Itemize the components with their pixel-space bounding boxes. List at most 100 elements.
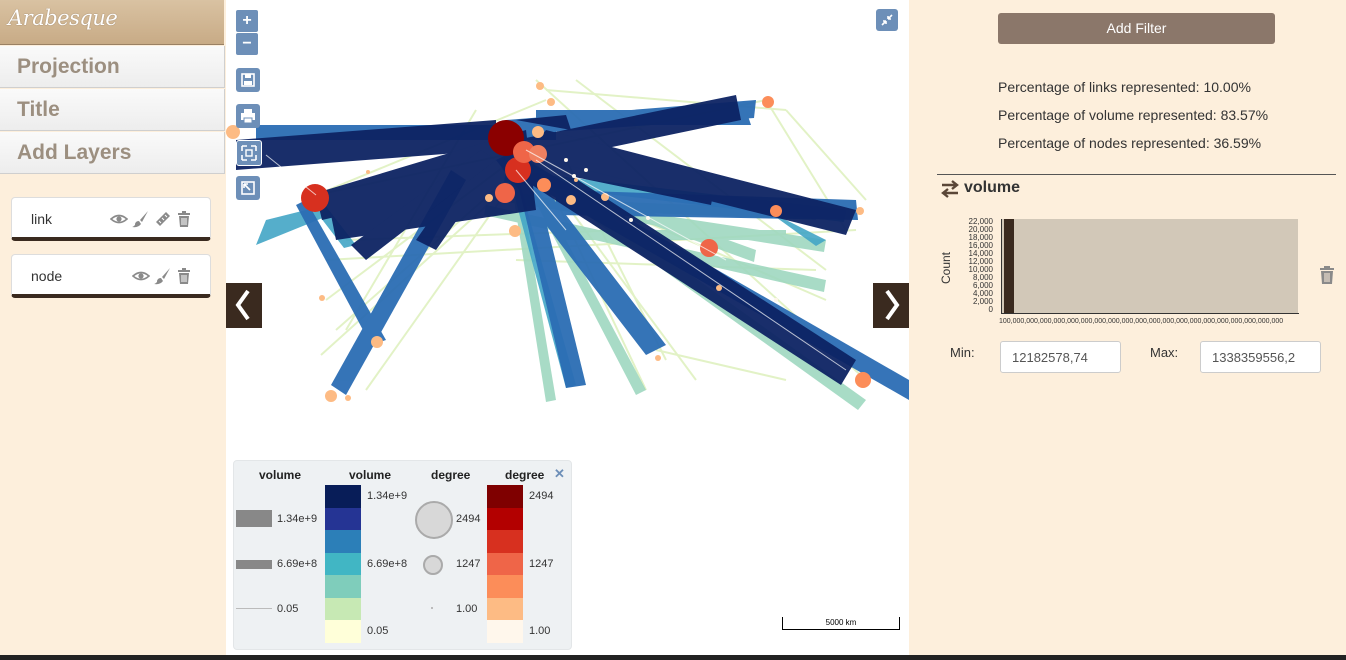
legend-volume-color-label: 6.69e+8 — [367, 558, 408, 570]
zoom-out-button[interactable]: − — [236, 33, 258, 55]
print-button[interactable] — [236, 104, 260, 128]
menu-add-layers-label: Add Layers — [17, 141, 132, 164]
chevron-right-icon — [885, 289, 900, 321]
legend-volume-swatch — [325, 485, 361, 508]
ruler-icon[interactable] — [154, 210, 172, 228]
min-input[interactable]: 12182578,74 — [1000, 341, 1121, 373]
scale-bar: 5000 km — [782, 617, 900, 630]
menu-title[interactable]: Title — [0, 89, 225, 131]
legend-volume-swatch — [325, 575, 361, 598]
legend-degree-swatch — [487, 620, 523, 643]
legend-size-label: 1.00 — [456, 603, 478, 615]
legend-degree-swatch — [487, 530, 523, 553]
add-filter-button[interactable]: Add Filter — [998, 13, 1275, 44]
filter-title: volume — [964, 179, 1021, 196]
layer-card-link[interactable]: link — [11, 197, 211, 241]
histogram-x-ticks: 100,000,000,000,000,000,000,000,000,000,… — [999, 318, 1284, 325]
legend-size-circle-medium — [423, 555, 443, 575]
legend-volume-color-ramp — [325, 485, 361, 643]
trash-icon[interactable] — [1318, 265, 1336, 285]
histogram-y-tick: 14,000 — [968, 249, 993, 258]
legend-size-label: 1247 — [456, 558, 481, 570]
expand-icon — [241, 145, 257, 161]
histogram-y-tick: 16,000 — [968, 241, 993, 250]
histogram-y-tick: 12,000 — [968, 257, 993, 266]
zoom-in-button[interactable]: + — [236, 10, 258, 32]
reset-icon — [241, 181, 255, 195]
reset-view-button[interactable] — [236, 176, 260, 200]
paintbrush-icon[interactable] — [154, 267, 172, 285]
legend-width-label: 6.69e+8 — [277, 558, 318, 570]
legend-volume-swatch — [325, 620, 361, 643]
chevron-left-icon — [235, 289, 250, 321]
legend-volume-color-label: 0.05 — [367, 625, 389, 637]
histogram-y-tick: 0 — [988, 305, 993, 314]
flow-map-canvas[interactable] — [226, 0, 909, 660]
logo-text: Arabesque — [8, 6, 118, 30]
divider — [937, 174, 1336, 175]
swap-arrows-icon[interactable] — [939, 179, 961, 199]
histogram-y-tick: 18,000 — [968, 233, 993, 242]
histogram-y-tick: 10,000 — [968, 265, 993, 274]
map-view[interactable]: + − volume volume degree degree ✕ 1.34e+… — [226, 0, 909, 660]
legend-volume-swatch — [325, 552, 361, 575]
histogram-bar — [1004, 219, 1014, 313]
stat-nodes: Percentage of nodes represented: 36.59% — [998, 135, 1262, 151]
layer-label: node — [31, 268, 63, 284]
legend-width-label: 1.34e+9 — [277, 513, 318, 525]
trash-icon[interactable] — [175, 267, 193, 285]
save-button[interactable] — [236, 68, 260, 92]
legend-volume-color-label: 1.34e+9 — [367, 490, 408, 502]
max-label: Max: — [1150, 345, 1179, 360]
map-legend: volume volume degree degree ✕ 1.34e+9 6.… — [233, 460, 572, 650]
white-flow-lines — [265, 149, 847, 371]
legend-degree-swatch — [487, 597, 523, 620]
paintbrush-icon[interactable] — [132, 210, 150, 228]
fit-extent-button[interactable] — [236, 140, 262, 166]
legend-close-button[interactable]: ✕ — [554, 466, 565, 481]
legend-size-label: 2494 — [456, 513, 481, 525]
histogram-y-tick: 20,000 — [968, 225, 993, 234]
histogram-y-axis: 22,000 20,000 18,000 16,000 14,000 12,000 10,0… — [953, 218, 993, 314]
max-input[interactable]: 1338359556,2 — [1200, 341, 1321, 373]
legend-width-swatch-small — [236, 608, 272, 609]
save-icon — [241, 73, 255, 87]
legend-header-degree-color: degree — [505, 468, 545, 482]
node-circles — [226, 82, 871, 402]
stat-links: Percentage of links represented: 10.00% — [998, 79, 1251, 95]
histogram-ylabel: Count — [939, 251, 953, 284]
menu-projection[interactable]: Projection — [0, 46, 225, 88]
menu-add-layers[interactable]: Add Layers — [0, 132, 225, 174]
legend-header-volume-width: volume — [259, 468, 302, 482]
eye-icon[interactable] — [132, 267, 150, 285]
fullscreen-button[interactable] — [876, 9, 898, 31]
legend-volume-swatch — [325, 530, 361, 553]
histogram-plot[interactable] — [1001, 219, 1298, 313]
compress-icon — [881, 14, 893, 26]
histogram-y-tick: 6,000 — [972, 281, 993, 290]
legend-degree-swatch — [487, 485, 523, 508]
menu-title-label: Title — [17, 98, 60, 121]
min-label: Min: — [950, 345, 975, 360]
scale-label: 5000 km — [825, 618, 857, 627]
legend-degree-swatch — [487, 575, 523, 598]
legend-width-swatch-medium — [236, 560, 272, 569]
trash-icon[interactable] — [175, 210, 193, 228]
legend-degree-color-label: 1.00 — [529, 625, 551, 637]
layer-card-node[interactable]: node — [11, 254, 211, 298]
histogram-y-tick: 8,000 — [972, 273, 993, 282]
legend-size-circle-large — [415, 501, 453, 539]
eye-icon[interactable] — [110, 210, 128, 228]
filter-panel: Add Filter Percentage of links represent… — [909, 0, 1346, 660]
legend-width-label: 0.05 — [277, 603, 299, 615]
menu-projection-label: Projection — [17, 55, 120, 78]
prev-arrow-button[interactable] — [226, 283, 262, 328]
legend-degree-color-label: 1247 — [529, 558, 554, 570]
stat-volume: Percentage of volume represented: 83.57% — [998, 107, 1269, 123]
next-arrow-button[interactable] — [873, 283, 909, 328]
histogram-x-axis — [1001, 313, 1299, 314]
legend-degree-color-label: 2494 — [529, 490, 554, 502]
bottom-scrollbar — [0, 655, 1346, 660]
app-logo[interactable]: Arabesque — [0, 0, 224, 45]
histogram-y-tick: 22,000 — [968, 217, 993, 226]
